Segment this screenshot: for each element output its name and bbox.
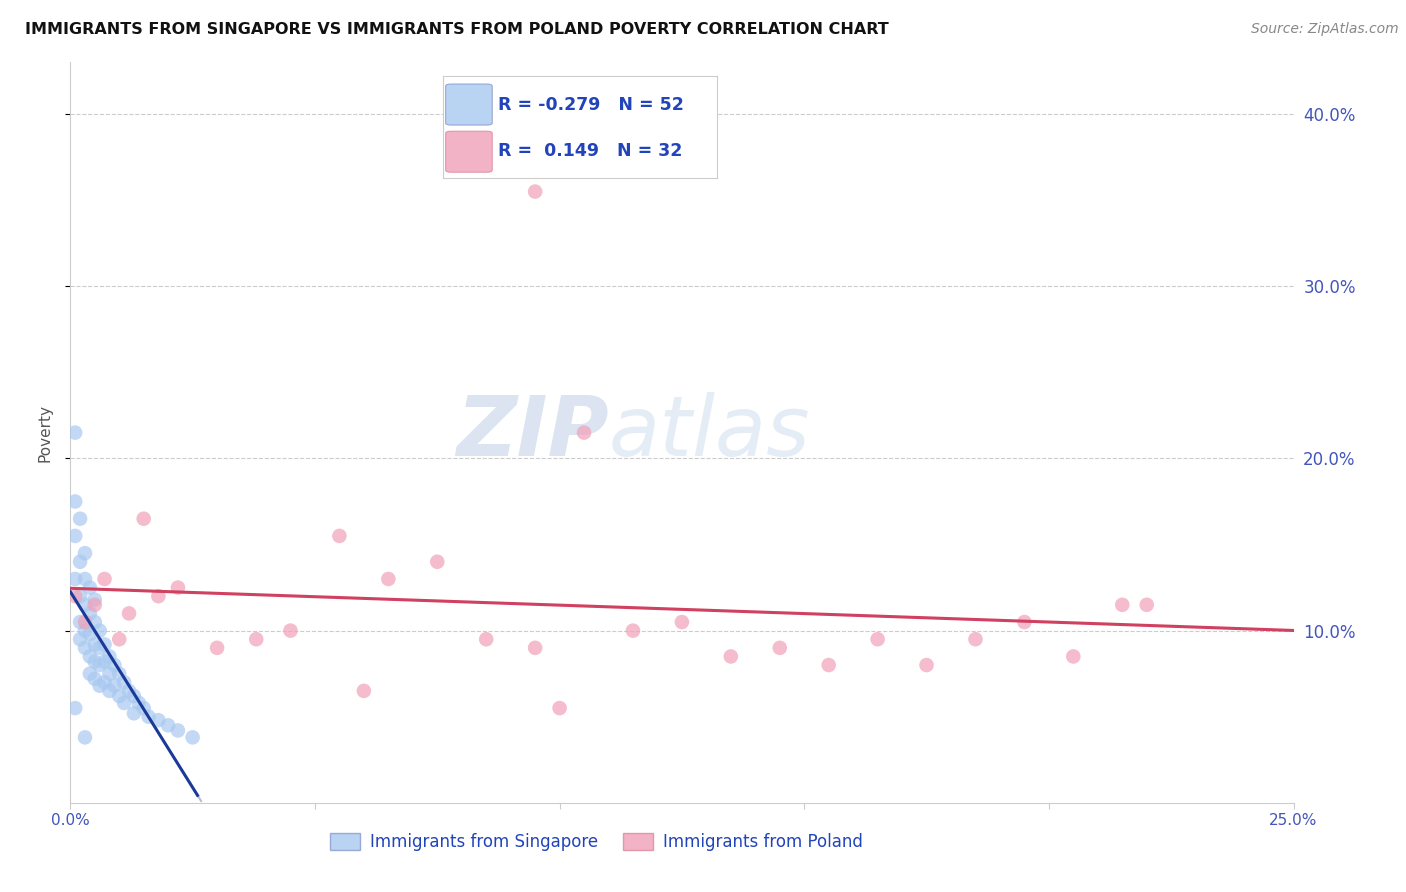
Point: [73, 598, 96, 612]
Point: [93, 655, 115, 669]
Text: R =  0.149   N = 32: R = 0.149 N = 32: [498, 142, 682, 160]
Point: [426, 555, 449, 569]
Point: [93, 637, 115, 651]
Point: [103, 679, 125, 693]
FancyBboxPatch shape: [446, 131, 492, 172]
Point: [108, 632, 131, 647]
Point: [122, 689, 145, 703]
Point: [524, 185, 547, 199]
Point: [915, 658, 938, 673]
Point: [621, 624, 644, 638]
Point: [167, 723, 190, 738]
Point: [83, 655, 105, 669]
Point: [1111, 598, 1133, 612]
Point: [69, 555, 91, 569]
Point: [103, 658, 125, 673]
Point: [280, 624, 302, 638]
Point: [817, 658, 839, 673]
Text: R = -0.279   N = 52: R = -0.279 N = 52: [498, 95, 683, 113]
Point: [205, 640, 228, 655]
Point: [79, 581, 101, 595]
Point: [353, 684, 375, 698]
Text: ZIP: ZIP: [456, 392, 609, 473]
Point: [720, 649, 742, 664]
Point: [98, 649, 121, 664]
Point: [83, 637, 105, 651]
Point: [79, 627, 101, 641]
Point: [148, 589, 170, 603]
Point: [73, 546, 96, 560]
Point: [69, 589, 91, 603]
Point: [89, 624, 111, 638]
Point: [112, 675, 135, 690]
Point: [98, 684, 121, 698]
Point: [122, 706, 145, 721]
Y-axis label: Poverty: Poverty: [37, 403, 52, 462]
Point: [1014, 615, 1036, 629]
Point: [89, 679, 111, 693]
Text: IMMIGRANTS FROM SINGAPORE VS IMMIGRANTS FROM POLAND POVERTY CORRELATION CHART: IMMIGRANTS FROM SINGAPORE VS IMMIGRANTS …: [25, 22, 889, 37]
Point: [79, 666, 101, 681]
Point: [866, 632, 889, 647]
Point: [73, 640, 96, 655]
Point: [245, 632, 267, 647]
Point: [83, 592, 105, 607]
Point: [769, 640, 792, 655]
Point: [148, 713, 170, 727]
Point: [524, 640, 547, 655]
Point: [181, 731, 204, 745]
FancyBboxPatch shape: [446, 84, 492, 125]
Point: [108, 689, 131, 703]
Point: [108, 666, 131, 681]
Text: Source: ZipAtlas.com: Source: ZipAtlas.com: [1251, 22, 1399, 37]
Point: [69, 512, 91, 526]
Point: [73, 731, 96, 745]
Point: [63, 425, 86, 440]
Point: [157, 718, 180, 732]
Point: [79, 607, 101, 621]
Point: [132, 512, 155, 526]
Point: [89, 658, 111, 673]
Point: [93, 572, 115, 586]
Point: [79, 649, 101, 664]
Point: [69, 615, 91, 629]
Point: [1062, 649, 1084, 664]
Point: [69, 632, 91, 647]
Point: [671, 615, 693, 629]
Point: [93, 675, 115, 690]
Point: [167, 581, 190, 595]
Point: [63, 494, 86, 508]
Point: [572, 425, 595, 440]
Point: [328, 529, 350, 543]
Text: atlas: atlas: [609, 392, 810, 473]
Point: [89, 640, 111, 655]
Point: [73, 624, 96, 638]
Point: [128, 696, 150, 710]
Point: [83, 598, 105, 612]
Point: [98, 666, 121, 681]
Point: [83, 615, 105, 629]
Point: [965, 632, 987, 647]
Point: [63, 589, 86, 603]
Point: [118, 684, 141, 698]
Point: [118, 607, 141, 621]
Point: [73, 572, 96, 586]
Point: [73, 615, 96, 629]
Legend: Immigrants from Singapore, Immigrants from Poland: Immigrants from Singapore, Immigrants fr…: [323, 826, 869, 857]
Point: [548, 701, 571, 715]
Point: [138, 709, 160, 723]
Point: [132, 701, 155, 715]
Point: [63, 529, 86, 543]
Point: [377, 572, 399, 586]
Point: [112, 696, 135, 710]
Point: [63, 701, 86, 715]
Point: [63, 572, 86, 586]
Point: [1136, 598, 1159, 612]
Point: [83, 672, 105, 686]
Point: [475, 632, 498, 647]
